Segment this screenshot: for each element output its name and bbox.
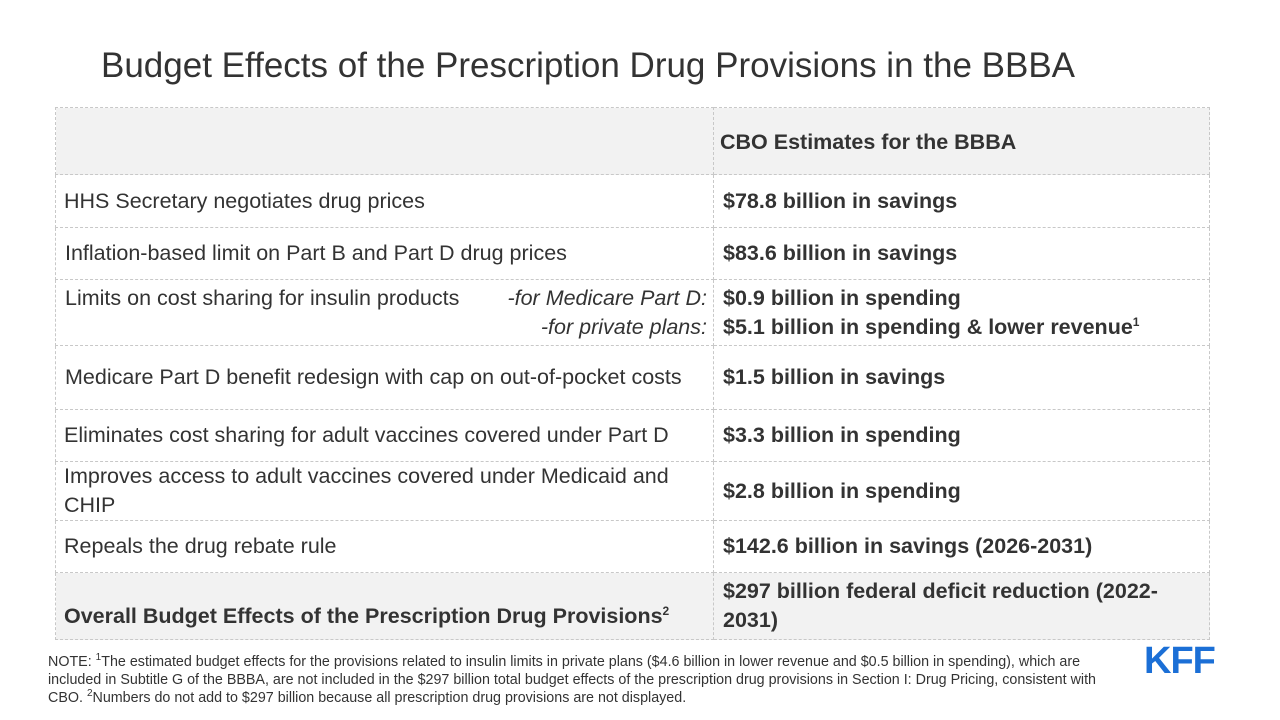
- estimate-value-insulin: $0.9 billion in spending $5.1 billion in…: [713, 279, 1210, 346]
- provision-label: Improves access to adult vaccines covere…: [55, 461, 714, 521]
- table-row: Improves access to adult vaccines covere…: [55, 461, 1210, 521]
- header-cell-cbo-estimates: CBO Estimates for the BBBA: [713, 107, 1210, 175]
- insulin-label-text: Limits on cost sharing for insulin produ…: [65, 285, 460, 310]
- table-row: Repeals the drug rebate rule $142.6 bill…: [55, 520, 1210, 573]
- estimate-value: $83.6 billion in savings: [713, 227, 1210, 280]
- note-prefix: NOTE:: [48, 654, 96, 670]
- estimate-value: $1.5 billion in savings: [713, 345, 1210, 410]
- total-label: Overall Budget Effects of the Prescripti…: [55, 572, 714, 640]
- footnote-marker: 2: [662, 603, 670, 618]
- total-row: Overall Budget Effects of the Prescripti…: [55, 572, 1210, 640]
- insulin-value-medicare: $0.9 billion in spending: [723, 285, 961, 310]
- page-title: Budget Effects of the Prescription Drug …: [101, 46, 1076, 85]
- footnote: NOTE: 1The estimated budget effects for …: [48, 653, 1108, 707]
- header-cell-provision: [55, 107, 714, 175]
- insulin-sub-private: -for private plans:: [540, 314, 707, 339]
- table-row: Medicare Part D benefit redesign with ca…: [55, 345, 1210, 410]
- budget-table: CBO Estimates for the BBBA HHS Secretary…: [55, 107, 1210, 640]
- provision-label: Eliminates cost sharing for adult vaccin…: [55, 409, 714, 462]
- table-row: Limits on cost sharing for insulin produ…: [55, 279, 1210, 346]
- total-label-text: Overall Budget Effects of the Prescripti…: [64, 603, 663, 628]
- insulin-value-private: $5.1 billion in spending & lower revenue: [723, 314, 1133, 339]
- kff-logo: KFF: [1144, 640, 1216, 682]
- provision-label: HHS Secretary negotiates drug prices: [55, 174, 714, 228]
- footnote-marker: 1: [1132, 314, 1140, 329]
- provision-label: Inflation-based limit on Part B and Part…: [55, 227, 714, 280]
- provision-label: Medicare Part D benefit redesign with ca…: [55, 345, 714, 410]
- footnote-marker: 2: [86, 688, 93, 700]
- footnote-marker: 1: [95, 652, 102, 664]
- total-value: $297 billion federal deficit reduction (…: [713, 572, 1210, 640]
- note-text-2: Numbers do not add to $297 billion becau…: [92, 690, 687, 706]
- table-row: Inflation-based limit on Part B and Part…: [55, 227, 1210, 280]
- table-row: Eliminates cost sharing for adult vaccin…: [55, 409, 1210, 462]
- insulin-sub-medicare: -for Medicare Part D:: [507, 285, 707, 310]
- table-row: HHS Secretary negotiates drug prices $78…: [55, 174, 1210, 228]
- table-header-row: CBO Estimates for the BBBA: [55, 107, 1210, 175]
- estimate-value: $2.8 billion in spending: [713, 461, 1210, 521]
- note-text-1: The estimated budget effects for the pro…: [48, 654, 1096, 706]
- estimate-value: $78.8 billion in savings: [713, 174, 1210, 228]
- estimate-value: $3.3 billion in spending: [713, 409, 1210, 462]
- provision-label-insulin: Limits on cost sharing for insulin produ…: [55, 279, 714, 346]
- provision-label: Repeals the drug rebate rule: [55, 520, 714, 573]
- estimate-value: $142.6 billion in savings (2026-2031): [713, 520, 1210, 573]
